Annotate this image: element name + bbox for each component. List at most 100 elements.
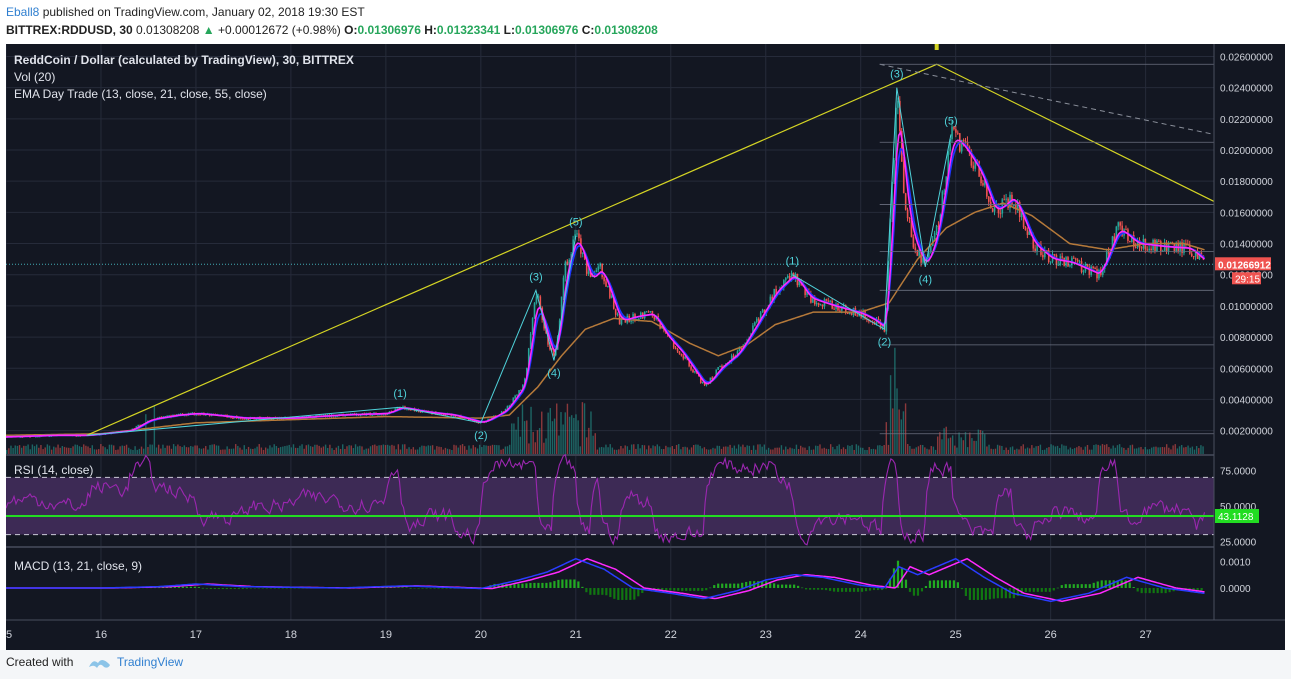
price-candle bbox=[564, 261, 567, 278]
macd-histogram-bar bbox=[425, 588, 428, 589]
macd-histogram-bar bbox=[665, 588, 668, 591]
volume-bar bbox=[177, 444, 179, 454]
macd-histogram-bar bbox=[1016, 588, 1019, 596]
volume-bar bbox=[894, 347, 896, 454]
macd-histogram-bar bbox=[781, 584, 784, 588]
macd-histogram-bar bbox=[717, 583, 720, 588]
price-tick-label: 0.02600000 bbox=[1220, 52, 1273, 63]
price-candle bbox=[344, 415, 346, 417]
price-candle bbox=[620, 317, 623, 325]
volume-bar bbox=[1007, 449, 1010, 454]
volume-bar bbox=[200, 448, 203, 454]
price-candle bbox=[313, 417, 315, 419]
volume-bar bbox=[812, 449, 815, 454]
macd-histogram-bar bbox=[1036, 588, 1039, 592]
volume-bar bbox=[797, 449, 800, 454]
volume-bar bbox=[836, 445, 838, 454]
macd-histogram-bar bbox=[605, 588, 608, 596]
price-candle bbox=[1096, 269, 1098, 279]
volume-bar bbox=[393, 445, 395, 454]
price-candle bbox=[1015, 204, 1017, 210]
price-candle bbox=[1092, 266, 1094, 268]
macd-histogram-bar bbox=[205, 588, 208, 589]
volume-bar bbox=[192, 446, 194, 454]
macd-histogram-bar bbox=[273, 588, 276, 589]
time-tick-label: 25 bbox=[950, 629, 962, 641]
price-candle bbox=[692, 369, 694, 373]
volume-bar bbox=[1035, 446, 1037, 454]
price-candle bbox=[682, 355, 685, 359]
volume-bar bbox=[436, 446, 438, 454]
price-candle bbox=[1032, 235, 1035, 249]
price-candle bbox=[1140, 247, 1143, 249]
macd-histogram-bar bbox=[385, 587, 388, 588]
macd-histogram-bar bbox=[613, 588, 616, 599]
macd-histogram-bar bbox=[393, 587, 396, 588]
volume-bar bbox=[791, 448, 793, 454]
volume-bar bbox=[98, 449, 100, 454]
price-candle bbox=[928, 252, 930, 261]
price-candle bbox=[1063, 257, 1065, 266]
price-candle bbox=[158, 416, 161, 418]
elliott-wave-line bbox=[792, 87, 952, 331]
volume-bar bbox=[314, 444, 316, 454]
volume-bar bbox=[346, 446, 348, 454]
chart-area[interactable]: (1) (2) (3) (4) (5) (1) (2) (3) (4) (5) 0.02600000… bbox=[6, 44, 1285, 650]
volume-bar bbox=[170, 448, 173, 454]
volume-bar bbox=[213, 444, 215, 454]
macd-histogram-bar bbox=[289, 588, 292, 589]
chart-canvas[interactable]: (1) (2) (3) (4) (5) (1) (2) (3) (4) (5) 0.02600000… bbox=[6, 44, 1285, 650]
price-candle bbox=[856, 315, 859, 317]
macd-histogram-bar bbox=[725, 583, 728, 588]
volume-bar bbox=[1178, 446, 1181, 454]
price-candle bbox=[48, 436, 51, 438]
author-link[interactable]: Eball8 bbox=[6, 5, 40, 19]
macd-histogram-bar bbox=[793, 584, 796, 588]
price-candle bbox=[674, 347, 677, 350]
volume-bar bbox=[731, 447, 733, 454]
macd-histogram-bar bbox=[189, 586, 192, 588]
volume-bar bbox=[590, 411, 592, 454]
volume-bar bbox=[566, 403, 569, 454]
price-candle bbox=[972, 165, 975, 169]
price-candle bbox=[790, 272, 793, 282]
volume-bar bbox=[277, 447, 280, 454]
volume-bar bbox=[1148, 449, 1151, 454]
volume-bar bbox=[682, 446, 684, 454]
volume-bar bbox=[1097, 444, 1099, 454]
price-candle bbox=[912, 237, 915, 248]
volume-bar bbox=[342, 444, 344, 454]
volume-bar bbox=[320, 447, 323, 454]
price-candle bbox=[804, 286, 806, 295]
volume-bar bbox=[271, 447, 273, 454]
volume-bar bbox=[868, 447, 870, 454]
price-candle bbox=[1026, 230, 1029, 235]
volume-bar bbox=[1189, 447, 1191, 454]
volume-bar bbox=[6, 449, 8, 454]
price-candle bbox=[1013, 204, 1015, 206]
macd-histogram-bar bbox=[177, 586, 180, 588]
macd-histogram-bar bbox=[801, 587, 804, 589]
countdown-tag bbox=[1232, 272, 1261, 285]
price-candle bbox=[991, 208, 994, 212]
volume-bar bbox=[928, 449, 930, 454]
price-candle bbox=[1196, 250, 1199, 259]
volume-bar bbox=[1018, 449, 1020, 454]
tradingview-link[interactable]: TradingView bbox=[117, 655, 184, 669]
macd-histogram-bar bbox=[197, 587, 200, 588]
macd-histogram-bar bbox=[992, 588, 995, 599]
macd-histogram-bar bbox=[721, 583, 724, 588]
price-candle bbox=[1045, 250, 1048, 252]
macd-histogram-bar bbox=[1008, 588, 1011, 599]
price-candle bbox=[164, 416, 167, 418]
volume-bar bbox=[951, 435, 954, 454]
volume-bar bbox=[25, 445, 27, 454]
macd-histogram-bar bbox=[417, 588, 420, 589]
macd-histogram-bar bbox=[549, 582, 552, 588]
volume-bar bbox=[727, 446, 729, 454]
volume-bar bbox=[162, 444, 164, 454]
volume-bar bbox=[1050, 444, 1052, 454]
macd-histogram-bar bbox=[569, 579, 572, 588]
macd-histogram-bar bbox=[1192, 588, 1195, 591]
price-candle bbox=[902, 161, 905, 194]
